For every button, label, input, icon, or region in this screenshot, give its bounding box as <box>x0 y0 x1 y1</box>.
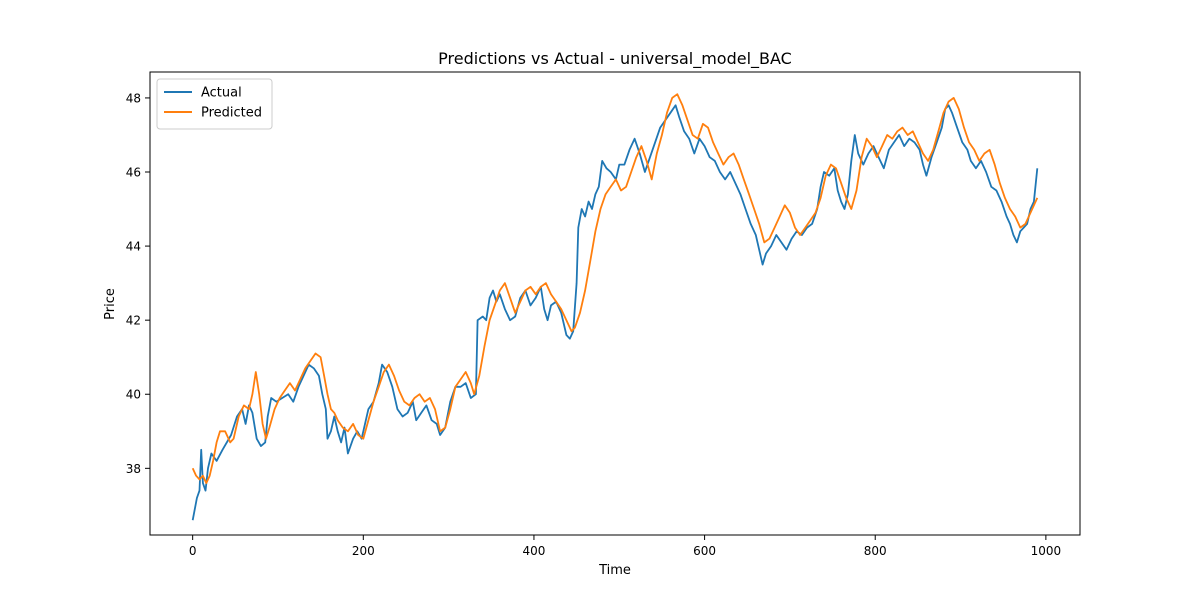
x-tick-label: 600 <box>693 544 716 558</box>
y-tick-label: 42 <box>126 314 141 328</box>
y-axis-label: Price <box>103 288 118 320</box>
y-tick-label: 40 <box>126 388 141 402</box>
legend-label-predicted: Predicted <box>201 106 262 121</box>
x-tick-label: 400 <box>522 544 545 558</box>
plot-frame <box>149 71 1081 536</box>
series-line-actual <box>191 104 1039 521</box>
x-tick-label: 0 <box>189 544 197 558</box>
y-tick-label: 44 <box>126 240 141 254</box>
y-tick-label: 48 <box>126 91 141 105</box>
axis-ticks: 0 200 400 600 800 1000 38 40 42 44 46 48 <box>126 91 1061 558</box>
legend: Actual Predicted <box>156 78 273 130</box>
plot-area <box>191 93 1039 521</box>
x-tick-label: 200 <box>352 544 375 558</box>
series-line-predicted <box>191 93 1039 484</box>
chart-title: Predictions vs Actual - universal_model_… <box>438 49 792 69</box>
x-axis-label: Time <box>598 563 631 578</box>
y-tick-label: 38 <box>126 462 141 476</box>
y-tick-label: 46 <box>126 166 141 180</box>
x-tick-label: 1000 <box>1031 544 1062 558</box>
x-tick-label: 800 <box>864 544 887 558</box>
legend-label-actual: Actual <box>201 86 242 101</box>
